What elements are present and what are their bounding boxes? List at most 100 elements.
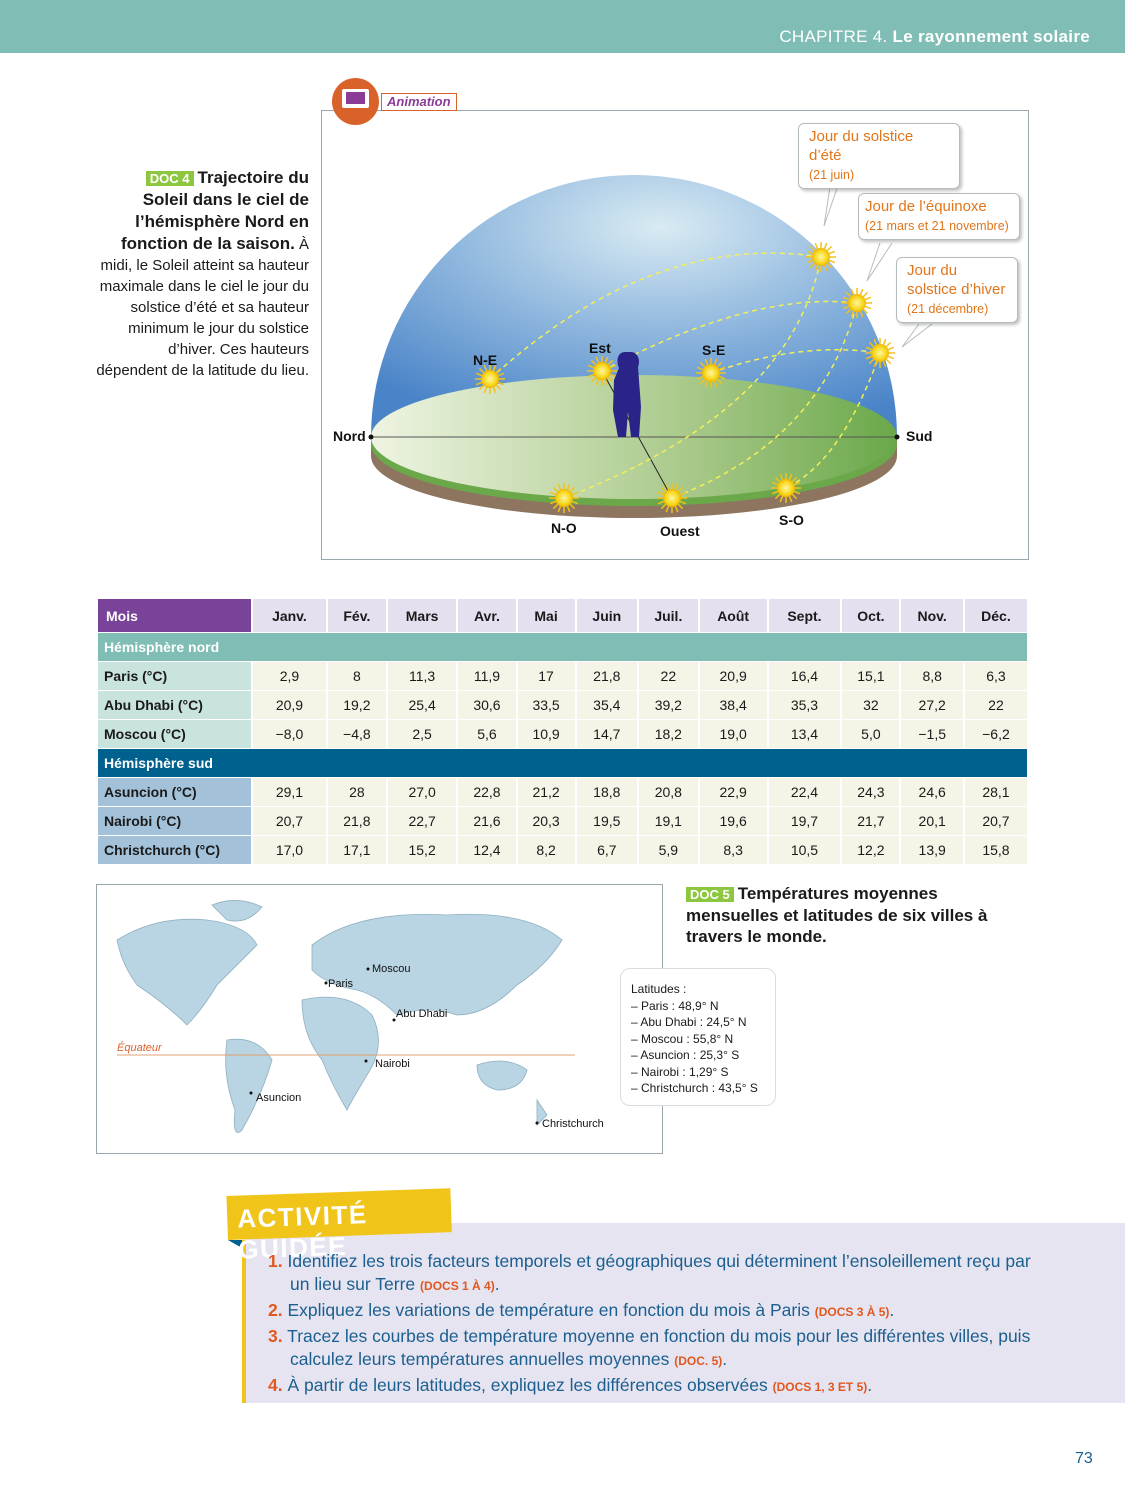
temperature-cell: 18,8 <box>576 778 637 806</box>
latitudes-box: Latitudes : – Paris : 48,9° N – Abu Dhabi… <box>620 968 776 1106</box>
callout-pointer <box>866 242 893 282</box>
temperature-cell: 20,3 <box>517 807 575 835</box>
temperature-cell: 24,6 <box>901 778 963 806</box>
temperature-cell: 11,3 <box>387 662 457 690</box>
latitude-item: – Moscou : 55,8° N <box>631 1031 734 1046</box>
callout-summer-solstice: Jour du solstice d’été (21 juin) <box>798 123 960 189</box>
temperature-cell: 15,1 <box>842 662 900 690</box>
temperature-cell: 25,4 <box>387 691 457 719</box>
sun-icon <box>657 483 687 513</box>
temperature-cell: 5,6 <box>458 720 516 748</box>
north-america <box>116 918 258 1026</box>
month-header: Mai <box>517 599 575 632</box>
temperature-cell: 8 <box>327 662 386 690</box>
doc4-title: Trajectoire du Soleil dans le ciel de l’… <box>121 168 309 253</box>
temperature-cell: 29,1 <box>253 778 326 806</box>
sun-path-diagram: Nord Sud N-E Est S-E N-O Ouest S-O Jour … <box>321 110 1029 560</box>
sun-icon <box>475 364 505 394</box>
temperature-cell: 6,7 <box>576 836 637 864</box>
temperature-cell: 27,0 <box>387 778 457 806</box>
temperature-cell: 20,7 <box>253 807 326 835</box>
activity-panel <box>245 1223 1125 1403</box>
temperature-cell: 6,3 <box>964 662 1027 690</box>
temperature-cell: 19,0 <box>699 720 767 748</box>
banner-fold <box>228 1240 242 1248</box>
city-moscou: Moscou <box>372 963 411 975</box>
activity-title-banner: ACTIVITÉ GUIDÉE <box>226 1188 452 1265</box>
temperature-cell: 19,6 <box>699 807 767 835</box>
header-mois: Mois <box>98 599 251 632</box>
temperature-cell: 14,7 <box>576 720 637 748</box>
sun-icon <box>549 483 579 513</box>
temperature-cell: 15,2 <box>387 836 457 864</box>
month-header: Déc. <box>964 599 1027 632</box>
temperature-cell: 22,4 <box>768 778 841 806</box>
temperature-cell: 8,2 <box>517 836 575 864</box>
temperature-cell: 17,0 <box>253 836 326 864</box>
temperature-cell: 21,6 <box>458 807 516 835</box>
latitude-item: – Asuncion : 25,3° S <box>631 1048 740 1062</box>
table-row: Abu Dhabi (°C) 20,9 19,2 25,4 30,6 33,5 35,4 39… <box>98 691 1027 719</box>
sun-icon <box>865 338 895 368</box>
city-christchurch: Christchurch <box>542 1118 604 1130</box>
temperature-cell: 11,9 <box>458 662 516 690</box>
sun-path-svg: Nord Sud N-E Est S-E N-O Ouest S-O <box>333 173 932 539</box>
temperature-cell: 38,4 <box>699 691 767 719</box>
label-no: N-O <box>551 520 577 536</box>
temperature-cell: 35,3 <box>768 691 841 719</box>
activity-questions: 1. Identifiez les trois facteurs tempore… <box>268 1250 1048 1400</box>
latitude-item: – Christchurch : 43,5° S <box>631 1081 758 1095</box>
person-silhouette <box>613 352 641 437</box>
month-header: Juin <box>576 599 637 632</box>
question-number: 2. <box>268 1300 283 1320</box>
city-cell: Abu Dhabi (°C) <box>98 691 251 719</box>
question-number: 3. <box>268 1326 283 1346</box>
callout-date: (21 juin) <box>809 168 855 182</box>
doc4-text: À midi, le Soleil atteint sa hauteur max… <box>96 236 309 379</box>
world-map-svg: Équateur Moscou Paris Abu Dhabi Nairobi … <box>116 900 604 1133</box>
doc-reference: (DOCS 1, 3 ET 5) <box>772 1380 868 1394</box>
temperature-cell: 13,9 <box>901 836 963 864</box>
temperature-cell: 22 <box>638 662 698 690</box>
label-ne: N-E <box>473 352 497 368</box>
doc-reference: (DOC. 5) <box>674 1354 723 1368</box>
table-row: Moscou (°C) −8,0 −4,8 2,5 5,6 10,9 14,7 18,2 19,… <box>98 720 1027 748</box>
sun-icon <box>806 242 836 272</box>
equinox-path <box>601 300 858 499</box>
temperature-cell: 15,8 <box>964 836 1027 864</box>
south-america <box>225 1038 273 1133</box>
label-ouest: Ouest <box>660 523 700 539</box>
temperature-cell: 32 <box>842 691 900 719</box>
month-header: Fév. <box>327 599 386 632</box>
sun-icon <box>842 288 872 318</box>
doc5-title: Températures moyennes mensuelles et lati… <box>686 884 988 946</box>
equator-label: Équateur <box>117 1041 163 1054</box>
question-number: 1. <box>268 1251 283 1271</box>
temperature-cell: 5,9 <box>638 836 698 864</box>
city-cell: Christchurch (°C) <box>98 836 251 864</box>
temperature-cell: 35,4 <box>576 691 637 719</box>
callout-date: (21 mars et 21 novembre) <box>865 219 1009 233</box>
label-est: Est <box>589 340 611 356</box>
temperature-cell: 21,8 <box>327 807 386 835</box>
latitudes-list: – Paris : 48,9° N – Abu Dhabi : 24,5° N – … <box>631 998 765 1097</box>
hemisphere-label: Hémisphère sud <box>98 749 1027 777</box>
africa <box>301 996 379 1111</box>
temperature-cell: 5,0 <box>842 720 900 748</box>
temperature-cell: 39,2 <box>638 691 698 719</box>
temperature-cell: 22,8 <box>458 778 516 806</box>
callout-title: Jour du solstice d’été <box>809 128 914 164</box>
month-header: Juil. <box>638 599 698 632</box>
temperature-cell: −1,5 <box>901 720 963 748</box>
temperature-cell: 22,9 <box>699 778 767 806</box>
temperature-cell: 28,1 <box>964 778 1027 806</box>
latitude-item: – Nairobi : 1,29° S <box>631 1064 729 1079</box>
hemisphere-row: Hémisphère sud <box>98 749 1027 777</box>
city-cell: Paris (°C) <box>98 662 251 690</box>
label-so: S-O <box>779 512 804 528</box>
world-map: Équateur Moscou Paris Abu Dhabi Nairobi … <box>96 884 663 1154</box>
callout-equinox: Jour de l’équinoxe (21 mars et 21 novembr… <box>858 193 1020 240</box>
temperature-cell: 19,7 <box>768 807 841 835</box>
temperature-cell: 12,4 <box>458 836 516 864</box>
table-row: Christchurch (°C) 17,0 17,1 15,2 12,4 8,2 6,7 5… <box>98 836 1027 864</box>
